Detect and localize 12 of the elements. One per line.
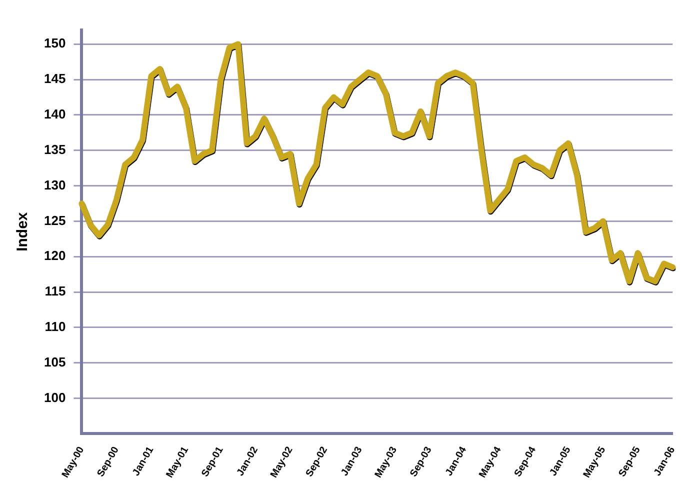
y-tick-label: 120: [44, 248, 66, 264]
y-tick-label: 100: [44, 390, 66, 405]
y-tick-label: 125: [44, 212, 66, 228]
y-tick-label: 110: [44, 318, 66, 334]
y-tick-label: 130: [44, 177, 66, 192]
y-tick-label: 145: [44, 71, 66, 86]
y-tick-label: 105: [44, 354, 66, 370]
y-axis-title: Index: [14, 212, 32, 252]
y-tick-label: 150: [44, 36, 66, 51]
y-tick-label: 115: [44, 284, 66, 299]
y-tick-label: 140: [44, 106, 66, 122]
y-tick-label: 135: [44, 142, 66, 157]
